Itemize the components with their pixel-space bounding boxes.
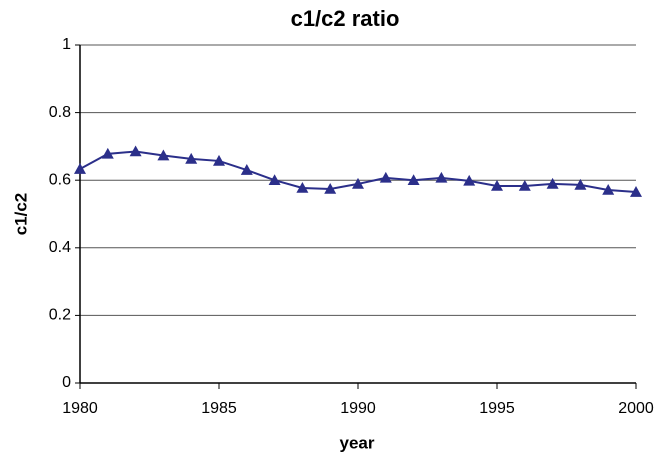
marker [574, 178, 587, 190]
x-tick-label: 1985 [201, 400, 237, 417]
x-tick-label: 2000 [618, 400, 654, 417]
marker [101, 147, 114, 159]
y-tick-label: 0 [62, 374, 71, 391]
y-tick-label: 0.6 [49, 171, 71, 188]
x-axis-title: year [340, 433, 375, 452]
x-tick-label: 1980 [62, 400, 98, 417]
chart-title: c1/c2 ratio [291, 6, 400, 31]
marker [602, 184, 615, 195]
marker [352, 177, 364, 189]
marker [546, 177, 559, 189]
x-tick-label: 1990 [340, 400, 376, 417]
y-tick-label: 0.8 [49, 104, 71, 121]
marker [74, 163, 86, 174]
marker [379, 171, 392, 183]
x-tick-label: 1995 [479, 400, 515, 417]
y-tick-label: 0.2 [49, 307, 71, 324]
marker [435, 171, 448, 183]
y-axis-title: c1/c2 [11, 193, 30, 236]
y-tick-label: 0.4 [49, 239, 71, 256]
marker [240, 164, 253, 175]
marker [630, 186, 642, 197]
marker [518, 179, 531, 191]
y-tick-label: 1 [62, 36, 71, 53]
marker [157, 149, 170, 161]
marker [268, 174, 281, 185]
marker [129, 145, 142, 157]
marker [407, 174, 420, 185]
marker [185, 152, 198, 164]
marker [296, 181, 309, 193]
marker [324, 182, 337, 194]
marker [463, 174, 476, 186]
marker [491, 179, 503, 191]
marker [213, 154, 225, 166]
